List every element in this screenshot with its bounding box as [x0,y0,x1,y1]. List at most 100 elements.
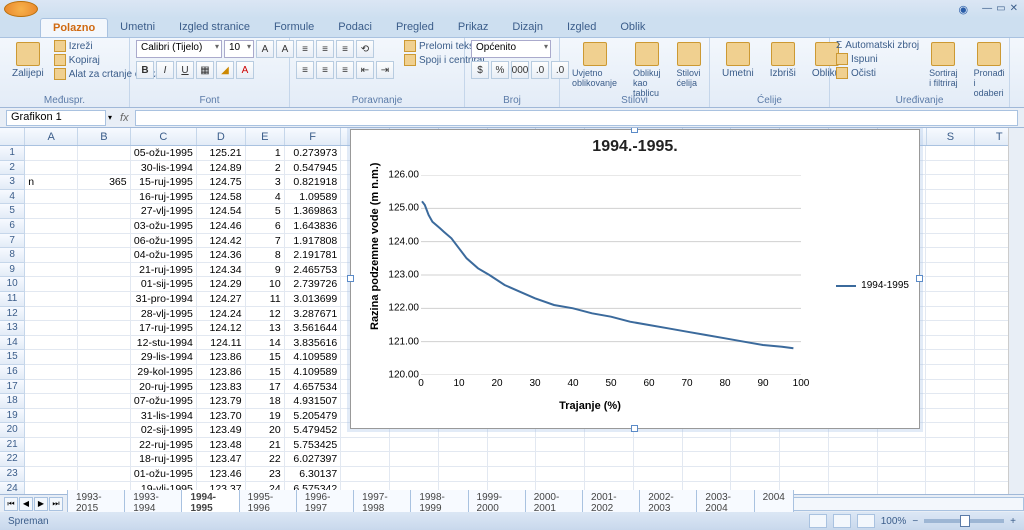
cell[interactable] [78,380,131,395]
chart-handle-icon[interactable] [916,275,923,282]
cell[interactable]: 17-ruj-1995 [131,321,197,336]
cell[interactable] [78,336,131,351]
align-bot-button[interactable]: ≡ [336,40,354,58]
format-as-table-button[interactable]: Oblikuj kao tablicu [627,40,667,100]
cell[interactable] [25,350,78,365]
cell[interactable]: 365 [78,175,131,190]
cell[interactable]: 4.931507 [285,394,342,409]
cell[interactable]: 124.27 [197,292,246,307]
cell[interactable] [25,277,78,292]
fill-color-button[interactable]: ◢ [216,61,234,79]
cell[interactable]: 12 [246,307,285,322]
bold-button[interactable]: B [136,61,154,79]
sort-filter-button[interactable]: Sortiraj i filtriraj [923,40,964,90]
cell[interactable]: 1.369863 [285,204,342,219]
underline-button[interactable]: U [176,61,194,79]
col-header[interactable]: S [927,128,976,145]
indent-inc-button[interactable]: ⇥ [376,61,394,79]
cell[interactable]: 17 [246,380,285,395]
ribbon-tab-prikaz[interactable]: Prikaz [446,18,501,37]
cell[interactable] [78,219,131,234]
cell[interactable] [25,292,78,307]
cell[interactable]: 1.643836 [285,219,342,234]
clear-button[interactable]: Očisti [836,67,919,79]
name-box[interactable]: Grafikon 1 [6,110,106,126]
cell[interactable] [78,263,131,278]
minimize-icon[interactable]: — [982,3,992,16]
cell[interactable]: 124.36 [197,248,246,263]
cell[interactable]: 123.70 [197,409,246,424]
cell[interactable]: 4.657534 [285,380,342,395]
cell[interactable]: 123.83 [197,380,246,395]
cell[interactable]: 18 [246,394,285,409]
sheet-nav-prev-icon[interactable]: ◀ [19,497,33,511]
office-button[interactable] [4,1,38,17]
cell[interactable] [25,452,78,467]
cell[interactable] [25,380,78,395]
col-header[interactable]: C [131,128,197,145]
cell[interactable] [926,336,975,351]
cell[interactable] [78,277,131,292]
cell[interactable] [926,350,975,365]
cell[interactable] [585,452,634,467]
cell[interactable] [926,263,975,278]
cell[interactable] [926,204,975,219]
cell[interactable]: 123.86 [197,365,246,380]
cell[interactable] [878,467,927,482]
cell[interactable]: 31-lis-1994 [131,409,197,424]
view-normal-button[interactable] [809,514,827,528]
italic-button[interactable]: I [156,61,174,79]
cell[interactable] [926,423,975,438]
cell[interactable] [536,438,585,453]
cell[interactable]: 3 [246,175,285,190]
col-header[interactable]: A [25,128,78,145]
cell[interactable]: 3.013699 [285,292,342,307]
view-break-button[interactable] [857,514,875,528]
font-color-button[interactable]: A [236,61,254,79]
cell[interactable]: 124.75 [197,175,246,190]
cell[interactable] [439,452,488,467]
cell[interactable] [78,365,131,380]
cell[interactable]: 18-ruj-1995 [131,452,197,467]
cell[interactable] [926,307,975,322]
cell[interactable] [78,321,131,336]
ribbon-tab-oblik[interactable]: Oblik [608,18,657,37]
cell[interactable]: 31-pro-1994 [131,292,197,307]
cell[interactable]: 8 [246,248,285,263]
cell[interactable] [25,336,78,351]
grow-font-button[interactable]: A [256,40,274,58]
vertical-scrollbar[interactable] [1008,128,1024,494]
cell[interactable] [683,452,732,467]
cell[interactable] [488,438,537,453]
cell[interactable] [585,438,634,453]
cell[interactable] [926,248,975,263]
cell[interactable] [25,248,78,263]
cell[interactable] [634,452,683,467]
cell[interactable]: 3.561644 [285,321,342,336]
cell[interactable]: 6 [246,219,285,234]
cell[interactable] [78,292,131,307]
cell[interactable] [25,321,78,336]
cell[interactable]: 19 [246,409,285,424]
cell[interactable] [78,409,131,424]
cell[interactable] [780,452,829,467]
cell[interactable] [926,394,975,409]
cell[interactable]: 123.86 [197,350,246,365]
cell[interactable] [926,234,975,249]
ribbon-tab-polazno[interactable]: Polazno [40,18,108,37]
zoom-slider[interactable] [924,519,1004,523]
cell[interactable]: 6.027397 [285,452,342,467]
cell[interactable]: 30-lis-1994 [131,161,197,176]
cell[interactable] [926,482,975,494]
cell[interactable] [25,190,78,205]
cell[interactable] [488,467,537,482]
help-icon[interactable]: ◉ [959,3,969,16]
align-mid-button[interactable]: ≡ [316,40,334,58]
cell[interactable] [536,452,585,467]
cell[interactable] [78,350,131,365]
cell[interactable]: 124.46 [197,219,246,234]
cell[interactable] [926,161,975,176]
cell[interactable] [25,263,78,278]
cell[interactable] [390,452,439,467]
cell[interactable]: 6.30137 [285,467,342,482]
